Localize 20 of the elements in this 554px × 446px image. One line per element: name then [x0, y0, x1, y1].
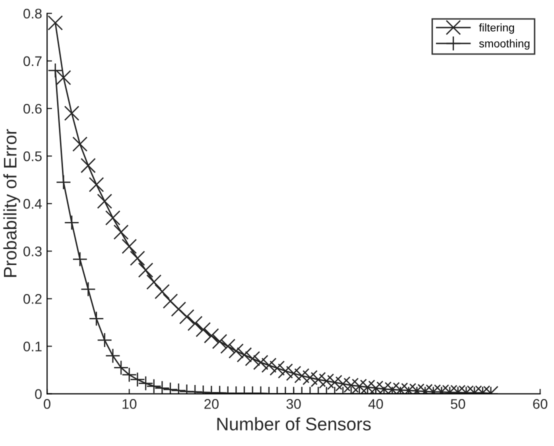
- x-tick-label: 20: [204, 399, 219, 409]
- y-tick-label: 0.8: [23, 8, 42, 19]
- x-tick-label: 50: [450, 399, 466, 409]
- y-tick-label: 0.7: [23, 56, 42, 66]
- legend-label: smoothing: [479, 39, 530, 50]
- y-tick-label: 0.1: [23, 342, 42, 352]
- y-tick-label: 0: [35, 389, 42, 399]
- x-tick-label: 0: [44, 399, 50, 409]
- x-tick-label: 40: [368, 399, 383, 409]
- x-tick-label: 60: [533, 399, 548, 409]
- y-tick-label: 0.2: [23, 294, 42, 304]
- x-tick-label: 10: [122, 399, 136, 409]
- y-tick-label: 0.6: [23, 104, 42, 114]
- y-tick-label: 0.5: [23, 151, 42, 162]
- y-axis-title: Probability of Error: [3, 129, 20, 277]
- legend-label: filtering: [479, 23, 514, 34]
- x-tick-label: 30: [286, 399, 301, 409]
- y-tick-label: 0.4: [23, 198, 42, 209]
- x-axis-title: Number of Sensors: [217, 417, 371, 430]
- y-tick-label: 0.3: [23, 246, 42, 256]
